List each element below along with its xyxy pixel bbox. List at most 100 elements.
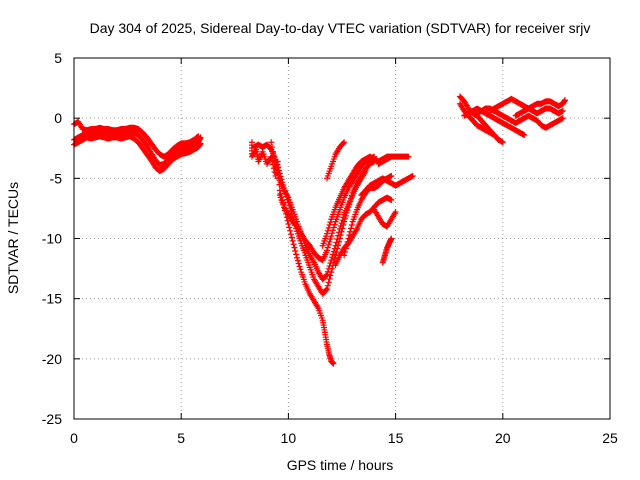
data-point [323,287,330,294]
y-axis-label: SDTVAR / TECUs [5,182,21,294]
x-tick-label: 20 [495,430,511,446]
data-point [329,230,336,237]
series-2 [71,118,202,160]
data-point [324,268,331,275]
y-tick-label: -20 [42,351,62,367]
data-point [295,260,302,267]
data-point [405,153,412,160]
data-point [330,224,337,231]
data-point [323,230,330,237]
data-point [195,133,202,140]
data-point [340,214,347,221]
data-point [331,221,338,228]
data-point [287,231,294,238]
data-point [323,247,330,254]
data-point [559,107,566,114]
data-point [491,132,498,139]
data-point [293,254,300,261]
data-point [323,272,330,279]
data-point [274,169,281,176]
x-tick-label: 0 [70,430,78,446]
series-14 [371,206,399,230]
data-point [326,262,333,269]
series-19 [474,105,566,131]
x-tick-label: 5 [177,430,185,446]
data-point [362,168,369,175]
data-point [329,251,336,258]
data-point [269,144,276,151]
series-20 [486,95,568,114]
data-point [291,244,298,251]
data-point [334,235,341,242]
data-point [340,140,347,147]
data-point [330,360,337,367]
data-point [273,166,280,173]
y-tick-label: 0 [54,110,62,126]
data-point [197,140,204,147]
series-3 [71,133,204,175]
data-point [388,172,395,179]
data-point [296,263,303,270]
data-point [348,225,355,232]
data-point [348,222,355,229]
y-tick-label: -10 [42,231,62,247]
data-point [329,254,336,261]
data-point [337,222,344,229]
data-point [499,139,506,146]
data-point [338,220,345,227]
data-point [324,244,331,251]
data-point [328,233,335,240]
data-point [275,171,282,178]
data-point [330,248,337,255]
data-point [324,282,331,289]
series-1 [71,128,204,169]
data-point [561,97,568,104]
chart-title: Day 304 of 2025, Sidereal Day-to-day VTE… [90,20,591,36]
data-point [332,242,339,249]
data-point [323,286,330,293]
data-marks [71,93,568,367]
data-point [194,133,201,140]
data-point [294,257,301,264]
series-9 [323,139,348,182]
data-point [275,174,282,181]
data-point [521,132,528,139]
data-point [329,227,336,234]
data-point [285,221,292,228]
data-point [325,265,332,272]
data-point [290,241,297,248]
y-tick-label: 5 [54,50,62,66]
series-12 [358,172,416,199]
data-point [324,227,331,234]
data-point [293,251,300,258]
data-point [347,228,354,235]
data-point [326,238,333,245]
y-tick-label: -25 [42,411,62,427]
series-17 [456,100,498,139]
data-point [335,229,342,236]
data-point [287,227,294,234]
data-point [331,245,338,252]
data-point [327,219,334,226]
data-point [271,158,278,165]
data-point [327,260,334,267]
data-point [325,279,332,286]
series-21 [512,105,566,119]
data-point [335,232,342,239]
data-point [297,266,304,273]
y-tick-labels: 5 0 -5 -10 -15 -20 -25 [42,50,62,427]
y-tick-label: -15 [42,291,62,307]
y-tick-label: -5 [50,170,63,186]
data-point [269,148,276,155]
x-tick-label: 25 [602,430,618,446]
data-point [292,248,299,255]
data-point [559,115,566,122]
data-point [327,235,334,242]
data-point [270,153,277,160]
data-point [341,139,348,146]
data-point [325,224,332,231]
data-point [325,241,332,248]
x-tick-label: 10 [281,430,297,446]
series-13 [375,153,412,167]
